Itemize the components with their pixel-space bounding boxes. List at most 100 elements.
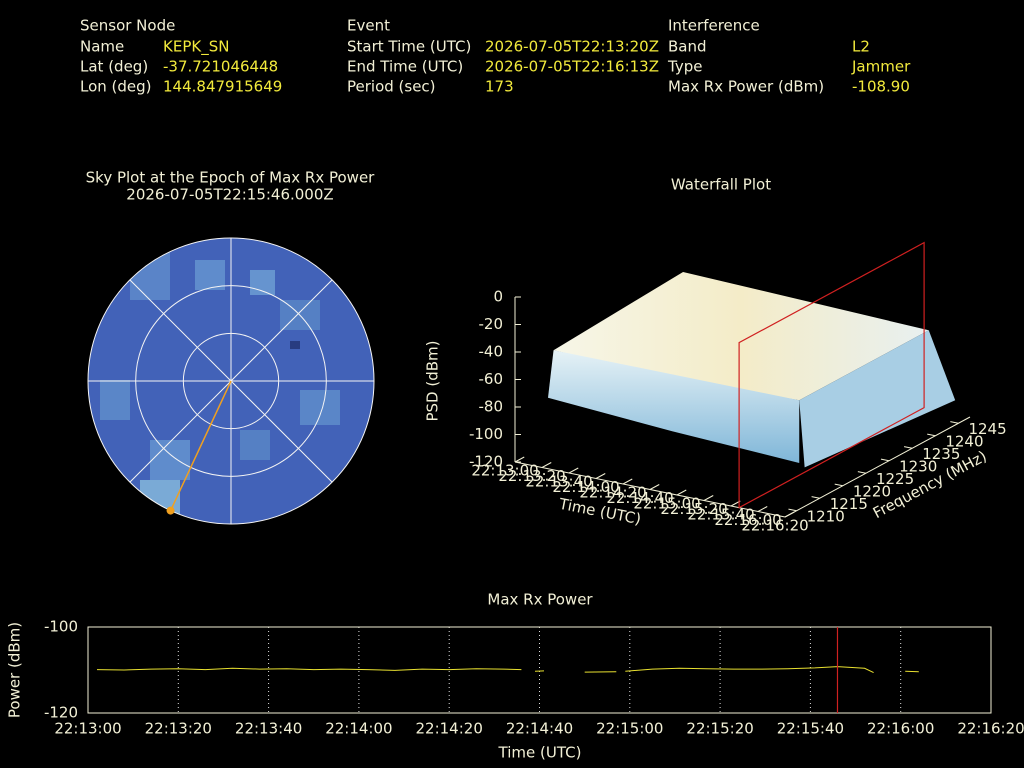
x-tick-label: 22:13:00 xyxy=(54,720,121,738)
x-tick-label: 22:14:40 xyxy=(606,489,673,507)
field-label: Max Rx Power (dBm) xyxy=(668,78,824,96)
y-tick-label: 1210 xyxy=(807,507,845,525)
sky-cells xyxy=(100,250,340,520)
x-tick xyxy=(514,456,525,463)
x-tick-label: 22:13:40 xyxy=(235,720,302,738)
field-value: 2026-07-05T22:16:13Z xyxy=(485,58,659,76)
x-tick-label: 22:15:20 xyxy=(660,500,727,518)
azimuth-spoke xyxy=(230,279,333,382)
group-heading: Interference xyxy=(668,17,760,35)
field-value: L2 xyxy=(852,38,870,56)
y-axis xyxy=(784,416,971,518)
group-heading: Sensor Node xyxy=(80,17,175,35)
y-axis-label: Power (dBm) xyxy=(6,622,24,718)
field-value: 144.847915649 xyxy=(163,78,282,96)
field-value: -37.721046448 xyxy=(163,58,278,76)
chart-title: Sky Plot at the Epoch of Max Rx Power xyxy=(86,169,376,187)
x-tick-label: 22:16:00 xyxy=(714,511,781,529)
sky-plot: Sky Plot at the Epoch of Max Rx Power202… xyxy=(86,169,376,525)
z-tick-label: -80 xyxy=(479,398,504,416)
direction-line xyxy=(169,380,232,511)
y-tick-label: 1225 xyxy=(876,470,914,488)
y-tick xyxy=(788,508,797,512)
surface-front xyxy=(548,350,800,463)
field-value: Jammer xyxy=(851,58,911,76)
y-tick-label: -100 xyxy=(44,618,78,636)
x-tick-label: 22:13:40 xyxy=(525,473,592,491)
x-tick-label: 22:14:20 xyxy=(416,720,483,738)
z-axis-label: PSD (dBm) xyxy=(424,340,442,421)
y-tick xyxy=(857,471,867,474)
field-label: Lat (deg) xyxy=(80,58,148,76)
x-tick xyxy=(784,511,795,518)
y-tick-label: 1240 xyxy=(945,432,983,450)
y-tick-label: 1230 xyxy=(899,457,937,475)
z-tick-label: -100 xyxy=(469,425,503,443)
azimuth-spoke xyxy=(129,380,232,483)
field-label: Lon (deg) xyxy=(80,78,152,96)
x-tick-label: 22:16:00 xyxy=(867,720,934,738)
waterfall-plot: Waterfall Plot0-20-40-60-80-100-12022:13… xyxy=(424,176,1007,535)
x-tick-label: 22:14:40 xyxy=(506,720,573,738)
chart-title: Waterfall Plot xyxy=(671,176,771,194)
field-label: Start Time (UTC) xyxy=(347,38,471,56)
z-tick-label: -60 xyxy=(479,370,504,388)
x-tick-label: 22:15:00 xyxy=(596,720,663,738)
interferer-point xyxy=(166,506,175,515)
field-value: KEPK_SN xyxy=(163,38,229,57)
x-tick-label: 22:13:00 xyxy=(471,462,538,480)
azimuth-spoke xyxy=(129,279,232,382)
x-tick xyxy=(757,506,768,512)
z-tick-label: -120 xyxy=(469,453,503,471)
header: Sensor Node Name KEPK_SN Lat (deg) -37.72104… xyxy=(80,17,911,96)
y-tick-label: 1245 xyxy=(968,420,1006,438)
x-tick xyxy=(649,484,660,490)
x-tick-label: 22:16:20 xyxy=(741,517,808,535)
y-tick xyxy=(903,446,913,449)
z-tick-label: 0 xyxy=(493,288,503,306)
field-label: Period (sec) xyxy=(347,78,436,96)
surface-side xyxy=(799,330,956,468)
x-tick xyxy=(541,462,552,468)
azimuth-spoke xyxy=(230,380,333,483)
y-tick xyxy=(811,496,820,499)
x-tick-label: 22:14:00 xyxy=(325,720,392,738)
field-label: Band xyxy=(668,38,707,56)
y-tick xyxy=(927,433,936,437)
y-tick-label: 1235 xyxy=(922,445,960,463)
group-heading: Event xyxy=(347,17,390,35)
x-tick-label: 22:15:00 xyxy=(633,495,700,513)
chart-subtitle: 2026-07-05T22:15:46.000Z xyxy=(126,186,333,204)
x-tick xyxy=(568,467,579,474)
marker-plane xyxy=(738,241,925,509)
x-tick-label: 22:15:40 xyxy=(687,506,754,524)
x-tick xyxy=(622,478,633,485)
field-label: End Time (UTC) xyxy=(347,58,463,76)
max-power-chart: Max Rx Power 22:13:00 22:13:20 22:13:40 22:1… xyxy=(6,591,1024,762)
surface-top xyxy=(553,271,929,401)
field-value: 173 xyxy=(485,78,514,96)
field-value: 2026-07-05T22:13:20Z xyxy=(485,38,659,56)
y-tick xyxy=(834,483,843,487)
y-tick xyxy=(950,421,959,424)
chart-title: Max Rx Power xyxy=(487,591,593,609)
plot-frame xyxy=(87,626,992,714)
x-tick-label: 22:15:40 xyxy=(777,720,844,738)
x-tick-label: 22:14:00 xyxy=(552,478,619,496)
y-tick-label: 1220 xyxy=(853,482,891,500)
z-tick-label: -40 xyxy=(479,343,504,361)
x-tick xyxy=(676,489,687,496)
field-value: -108.90 xyxy=(852,78,910,96)
field-label: Type xyxy=(667,58,702,76)
y-tick xyxy=(880,458,890,462)
y-tick-label: -120 xyxy=(44,704,78,722)
field-label: Name xyxy=(80,38,124,56)
z-tick-label: -20 xyxy=(479,315,504,333)
power-line xyxy=(96,666,919,674)
x-tick-label: 22:14:20 xyxy=(579,484,646,502)
x-tick-label: 22:13:20 xyxy=(498,467,565,485)
x-tick-label: 22:16:20 xyxy=(957,720,1024,738)
y-tick-label: 1215 xyxy=(830,495,868,513)
x-axis-label: Time (UTC) xyxy=(498,744,582,762)
